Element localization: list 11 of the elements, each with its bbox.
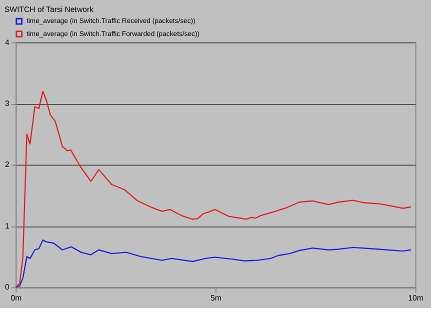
x-tick-label: 0m — [10, 293, 22, 302]
y-tick-label: 3 — [4, 99, 10, 108]
line-series — [15, 239, 412, 288]
chart-title: SWITCH of Tarsi Network — [4, 4, 94, 14]
y-tick-label: 0 — [4, 282, 10, 292]
y-tick-label: 4 — [4, 38, 10, 47]
y-tick-label: 2 — [4, 160, 10, 170]
y-tick-label: 1 — [4, 221, 10, 230]
x-tick-label: 5m — [210, 293, 222, 302]
line-series — [15, 90, 412, 288]
x-tick-label: 10m — [408, 293, 424, 302]
